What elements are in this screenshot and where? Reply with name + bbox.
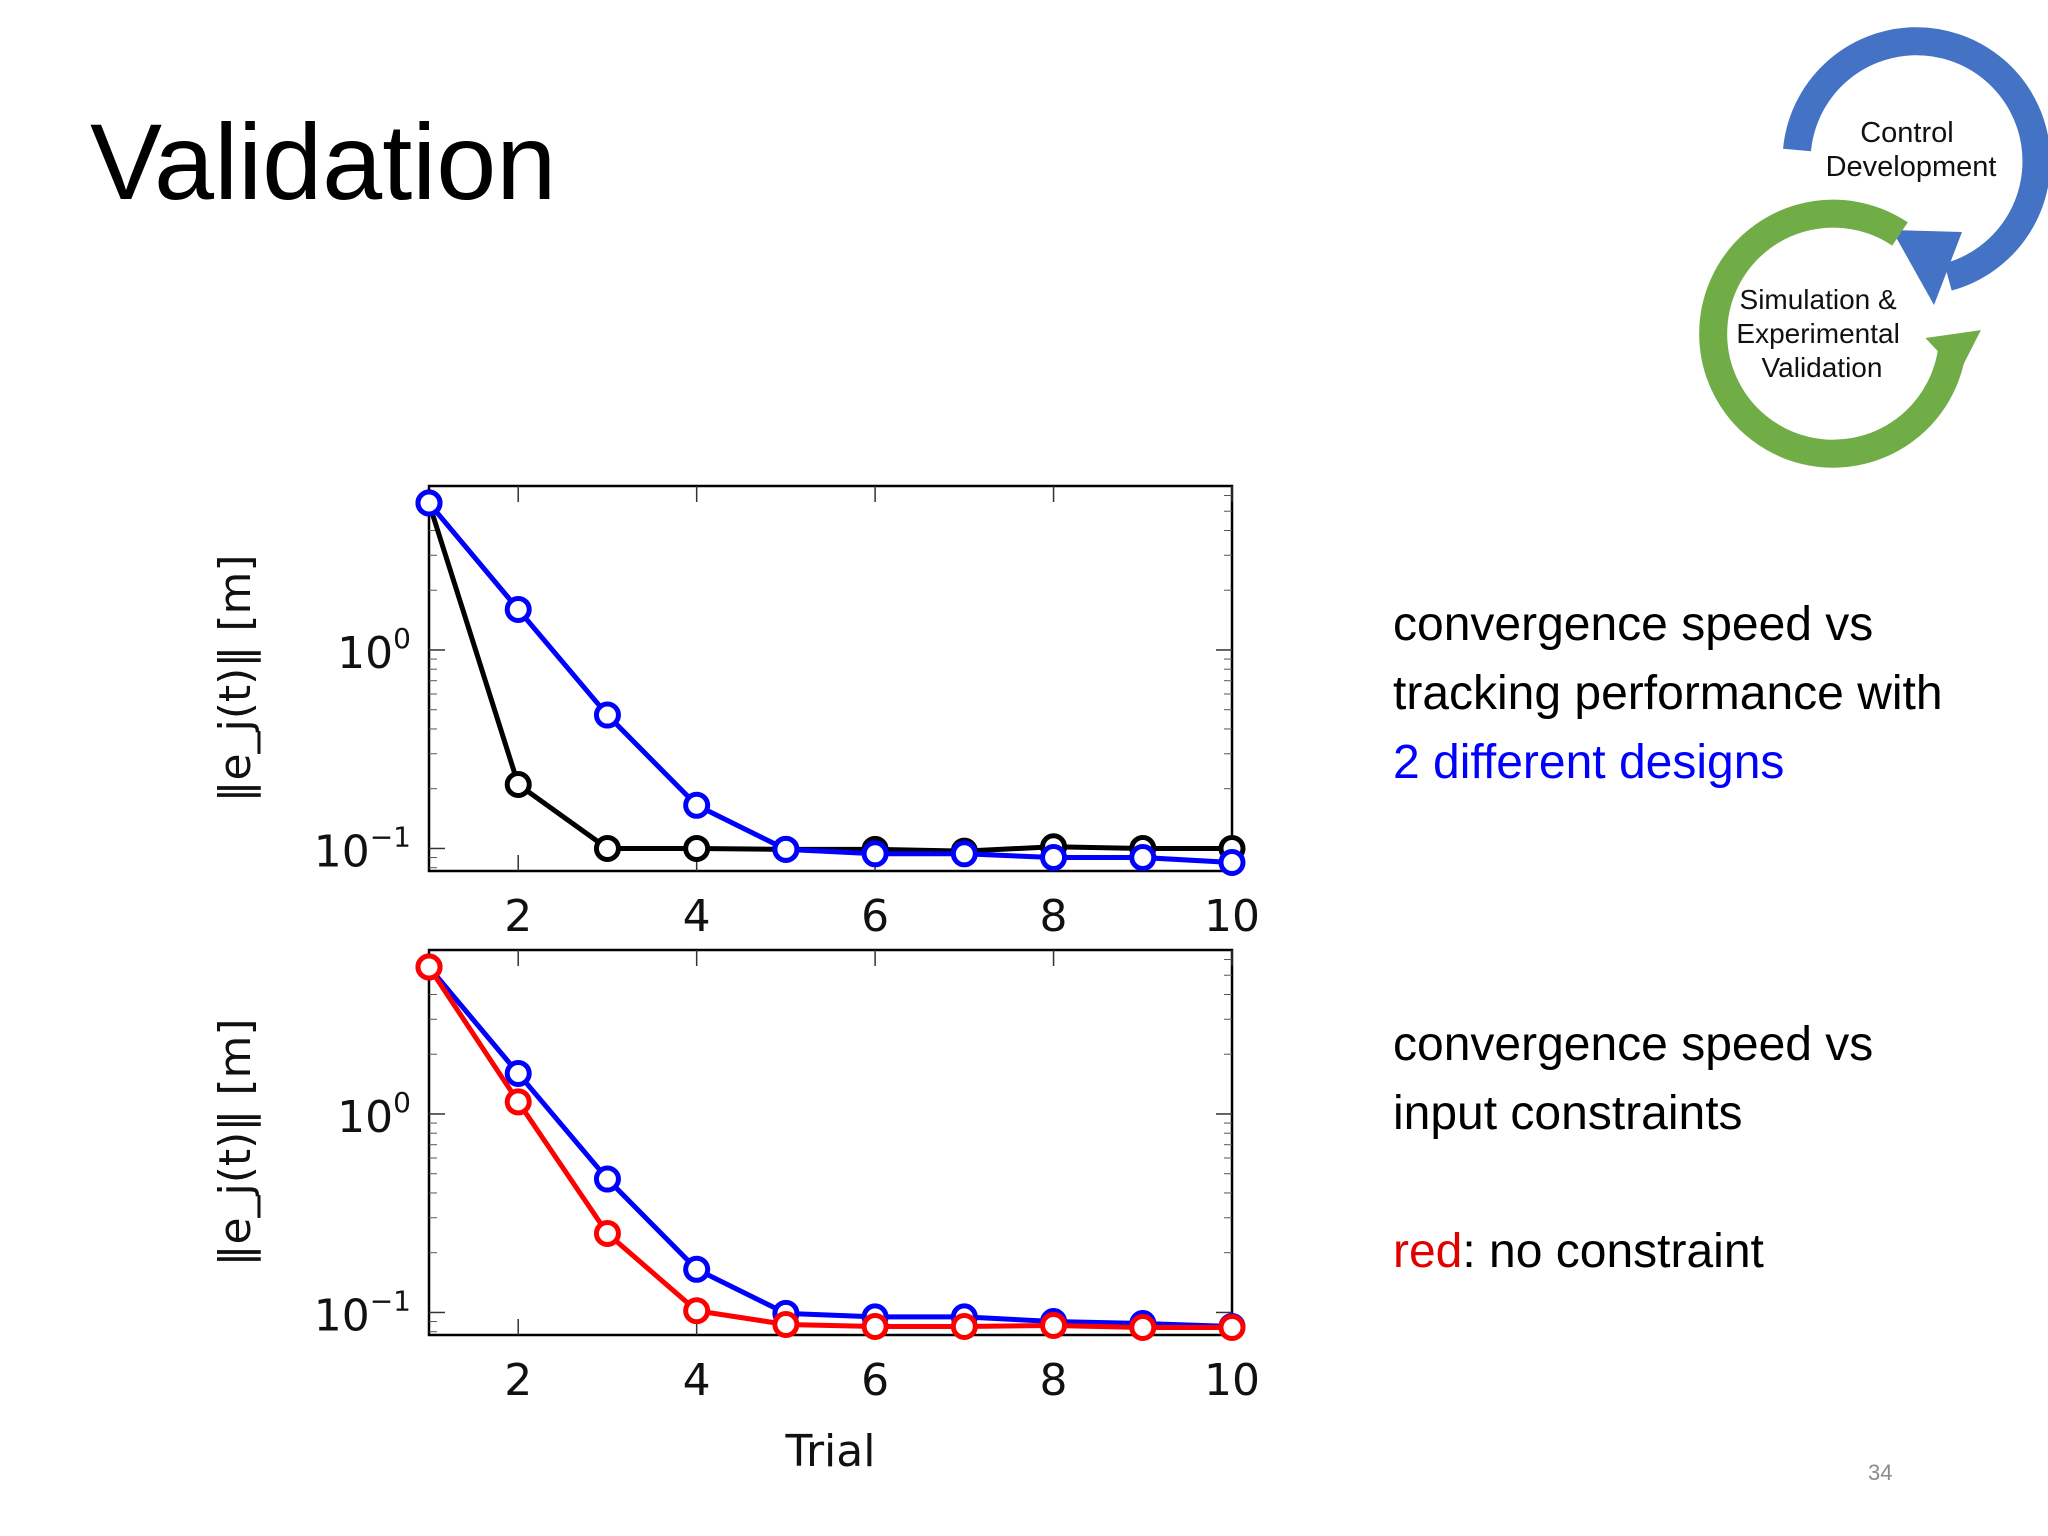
y-tick-label-exp: −1 (370, 1284, 411, 1317)
x-axis-label: Trial (785, 1426, 876, 1477)
y-tick-label-base: 10 (314, 1290, 370, 1341)
bottom-ring-arrow-icon (1699, 199, 1967, 468)
x-tick-label: 8 (1040, 1355, 1068, 1406)
x-tick-label: 4 (683, 1355, 711, 1406)
x-tick-label: 10 (1204, 891, 1260, 942)
series-2-point (950, 840, 978, 868)
series-2-point (1129, 844, 1157, 872)
series-line-1 (426, 502, 1232, 854)
y-tick-label-exp: 0 (393, 1086, 411, 1119)
series-1-point (593, 834, 621, 862)
series-2-point (593, 1219, 621, 1247)
cycle-bottom-label: Simulation & Experimental Validation (1736, 284, 1907, 383)
series-2-point (1218, 1313, 1246, 1341)
series-2-point (683, 1297, 711, 1325)
x-tick-label: 2 (504, 891, 532, 942)
series-2-point (861, 1312, 889, 1340)
series-2-point (772, 835, 800, 863)
note-top: convergence speed vs tracking performanc… (1393, 590, 1943, 797)
note-bottom-line-2: input constraints (1393, 1087, 1743, 1140)
y-axis-label: ‖e_j(t)‖ [m] (210, 1018, 261, 1266)
x-tick-label: 2 (504, 1355, 532, 1406)
series-2-point (683, 791, 711, 819)
series-2-point (504, 595, 532, 623)
slide-title: Validation (90, 101, 557, 222)
series-2-point (772, 1310, 800, 1338)
red-keyword: red (1393, 1225, 1463, 1278)
x-tick-label: 8 (1040, 891, 1068, 942)
y-tick-label-exp: −1 (370, 820, 411, 853)
series-1-point (683, 1255, 711, 1283)
y-tick-label-base: 10 (314, 826, 370, 877)
note-bottom-line-3: red: no constraint (1393, 1217, 1873, 1286)
series-2-point (1040, 1311, 1068, 1339)
y-tick-label: 10−1 (314, 1284, 411, 1341)
top-ring-arrowhead-icon (1892, 230, 1962, 305)
series-2-point (593, 701, 621, 729)
note-top-line-1: convergence speed vs (1393, 598, 1874, 651)
note-top-line-2: tracking performance with (1393, 667, 1943, 720)
top-ring-arrow-icon (1783, 27, 2048, 291)
series-1-point (504, 771, 532, 799)
series-2-point (1040, 844, 1068, 872)
series-line-1 (427, 965, 1233, 1329)
x-tick-label: 10 (1204, 1355, 1260, 1406)
series-line-2 (427, 501, 1233, 865)
series-2-point (415, 489, 443, 517)
cycle-top-label: Control Development (1826, 117, 1997, 183)
series-2-point (504, 1088, 532, 1116)
cycle-diagram: Control Development Simulation & Experim… (1699, 27, 2048, 468)
note-top-line-3: 2 different designs (1393, 736, 1785, 789)
note-bottom: convergence speed vs input constraints r… (1393, 1010, 1873, 1286)
series-1-point (683, 834, 711, 862)
y-tick-label-base: 10 (337, 628, 393, 679)
note-bottom-line-1: convergence speed vs (1393, 1018, 1874, 1071)
y-tick-label-exp: 0 (393, 622, 411, 655)
y-tick-label: 10−1 (314, 820, 411, 877)
series-2-point (861, 840, 889, 868)
series-1-point (593, 1165, 621, 1193)
series-1-point (504, 1059, 532, 1087)
bottom-ring-arrowhead-icon (1925, 330, 1981, 374)
series-2-point (1129, 1313, 1157, 1341)
x-tick-label: 4 (683, 891, 711, 942)
plot-frame (427, 948, 1234, 1337)
y-tick-label: 100 (337, 1086, 411, 1143)
page-number: 34 (1868, 1460, 1893, 1485)
series-2-point (950, 1312, 978, 1340)
series-2-point (415, 953, 443, 981)
x-tick-label: 6 (861, 1355, 889, 1406)
y-tick-label: 100 (337, 622, 411, 679)
note-bottom-line-3-rest: : no constraint (1462, 1225, 1764, 1278)
x-tick-label: 6 (861, 891, 889, 942)
series-2-point (1218, 848, 1246, 876)
series-line-2 (426, 965, 1232, 1330)
plot-frame (427, 484, 1234, 873)
y-tick-label-base: 10 (337, 1092, 393, 1143)
y-axis-label: ‖e_j(t)‖ [m] (210, 554, 261, 802)
